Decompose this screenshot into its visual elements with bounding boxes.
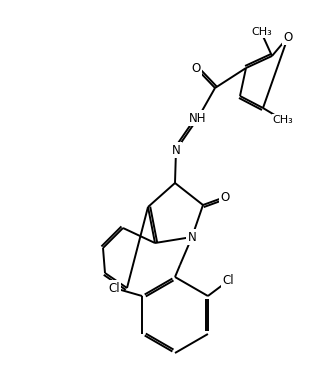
Text: N: N [188,231,197,244]
Text: O: O [220,190,230,203]
Text: CH₃: CH₃ [252,27,272,37]
Text: Cl: Cl [222,275,234,288]
Text: O: O [283,31,293,44]
Text: O: O [191,61,201,74]
Text: NH: NH [189,112,207,125]
Text: Cl: Cl [108,282,120,295]
Text: CH₃: CH₃ [273,115,293,125]
Text: N: N [172,144,180,157]
